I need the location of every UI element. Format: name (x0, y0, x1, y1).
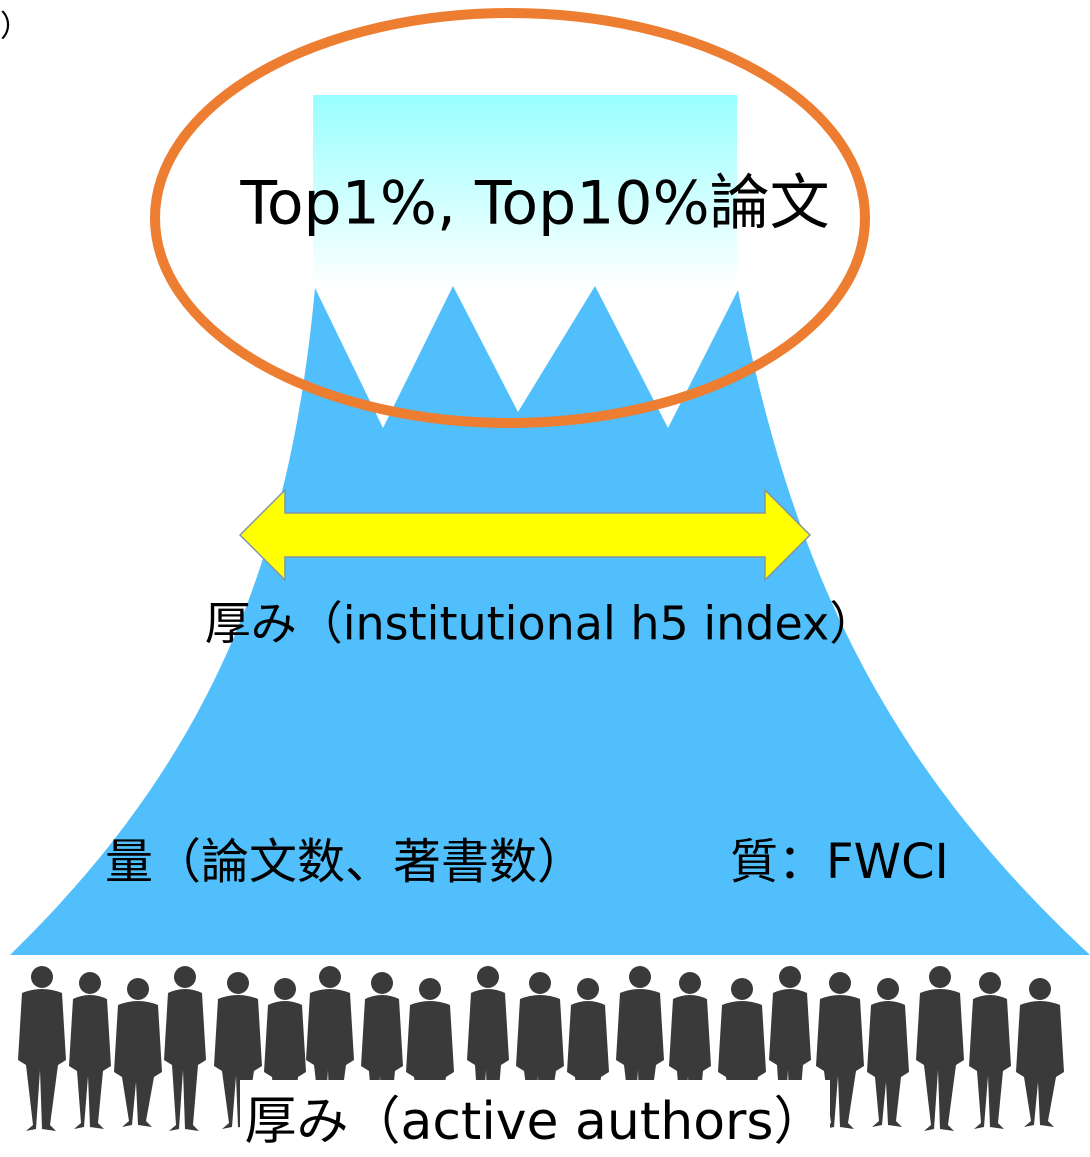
person-head (829, 972, 851, 994)
person-head (929, 966, 951, 988)
person-head (979, 972, 1001, 994)
person-head (419, 978, 441, 1000)
person-body (114, 1001, 162, 1127)
corner-mark: ） (0, 10, 30, 45)
person-body (18, 989, 66, 1131)
quality-label: 質：FWCI (730, 834, 949, 890)
person-body (867, 1001, 909, 1127)
person-body (969, 995, 1011, 1129)
person-head (274, 978, 296, 1000)
person-head (1029, 978, 1051, 1000)
peak-label: Top1%, Top10%論文 (239, 169, 829, 239)
person-head (371, 972, 393, 994)
person-head (529, 972, 551, 994)
person-head (679, 972, 701, 994)
width-label: 厚み（institutional h5 index） (205, 597, 876, 651)
person-body (916, 989, 964, 1131)
person-head (477, 966, 499, 988)
person-body (1016, 1001, 1064, 1127)
person-head (731, 978, 753, 1000)
quantity-label: 量（論文数、著書数） (105, 834, 585, 890)
person-head (127, 978, 149, 1000)
person-head (227, 972, 249, 994)
person-head (79, 972, 101, 994)
person-head (319, 966, 341, 988)
person-body (164, 989, 206, 1131)
person-head (629, 966, 651, 988)
diagram: ） Top1%, Top10%論文 厚み（institutional h5 in… (0, 0, 1090, 1153)
person-body (69, 995, 111, 1129)
person-head (577, 978, 599, 1000)
person-head (877, 978, 899, 1000)
person-head (174, 966, 196, 988)
base-label: 厚み（active authors） (244, 1092, 825, 1152)
person-head (779, 966, 801, 988)
person-head (31, 966, 53, 988)
page: ） Top1%, Top10%論文 厚み（institutional h5 in… (0, 0, 1090, 1153)
